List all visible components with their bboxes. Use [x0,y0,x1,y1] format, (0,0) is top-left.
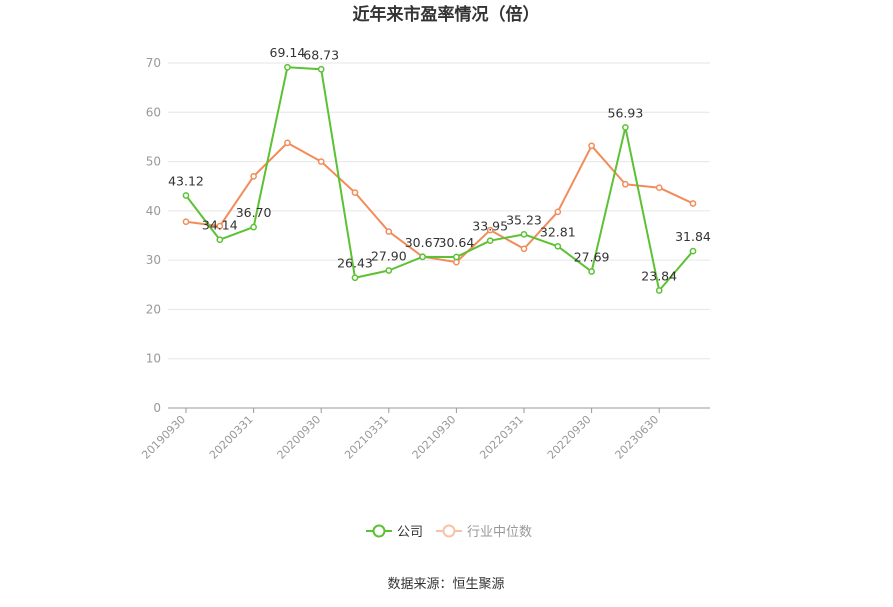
legend-marker [442,524,456,538]
data-point-0 [216,236,224,244]
y-tick-label: 20 [146,302,161,316]
data-label: 32.81 [540,224,576,239]
data-point-1 [317,158,325,165]
data-point-1 [655,184,663,192]
data-point-1 [216,222,224,230]
data-label: 56.93 [608,105,644,120]
legend-item-0[interactable]: 公司 [366,524,423,540]
x-tick-label: 20190930 [139,413,188,462]
data-point-0 [385,267,393,274]
series-line-1 [185,141,694,264]
data-label: 33.95 [472,219,508,234]
x-tick-label: 20220331 [477,413,526,462]
data-point-1 [622,180,629,188]
data-point-0 [250,223,257,231]
data-point-0 [182,192,190,199]
data-point-1 [351,189,359,196]
data-label: 30.64 [439,235,475,250]
x-tick-label: 20220930 [545,413,594,462]
y-tick-label: 0 [153,401,161,415]
data-label: 43.12 [168,173,204,188]
y-tick-label: 70 [146,56,161,70]
data-point-1 [284,139,291,147]
x-tick-label: 20210930 [410,413,459,462]
data-point-0 [520,231,528,238]
x-tick-label: 20230630 [613,413,662,462]
x-tick-label: 20200331 [207,413,256,462]
data-label: 27.90 [371,248,407,263]
data-point-1 [520,245,528,253]
data-point-0 [351,274,359,282]
data-point-0 [419,253,426,261]
data-point-0 [588,268,595,275]
data-point-0 [317,65,325,73]
legend-item-1[interactable]: 行业中位数 [436,524,532,540]
data-point-0 [486,237,494,245]
legend-label: 行业中位数 [467,525,532,540]
data-label: 23.84 [641,269,677,284]
data-label: 68.73 [303,47,339,62]
data-point-1 [588,142,595,150]
data-point-0 [453,253,460,261]
y-tick-label: 50 [146,155,161,169]
x-tick-label: 20200930 [275,413,324,462]
source-note: 数据来源：恒生聚源 [387,577,504,592]
data-point-1 [385,228,393,235]
data-point-1 [689,200,697,207]
series-line-0 [185,66,694,292]
y-tick-label: 10 [146,352,161,366]
data-label: 36.70 [236,205,272,220]
data-point-1 [250,173,257,180]
data-point-0 [655,287,663,294]
data-label: 26.43 [337,256,373,271]
y-tick-label: 30 [146,253,161,267]
data-label: 27.69 [574,250,610,265]
data-point-0 [284,63,291,71]
chart-title: 近年来市盈率情况（倍） [353,4,540,25]
data-label: 31.84 [675,229,711,244]
legend-marker [372,524,386,538]
data-point-1 [554,208,562,216]
data-point-1 [182,218,190,226]
data-point-0 [622,124,629,131]
data-point-0 [689,247,697,255]
y-tick-label: 60 [146,105,161,119]
legend: 公司 行业中位数 [366,524,532,540]
data-point-1 [486,226,494,234]
data-label: 30.67 [405,235,441,250]
x-tick-label: 20210331 [342,413,391,462]
legend-label: 公司 [397,525,423,540]
data-label: 35.23 [506,212,542,227]
y-tick-label: 40 [146,204,161,218]
data-label: 69.14 [270,45,306,60]
data-label: 34.14 [202,218,238,233]
series-lines [182,63,697,294]
data-point-0 [554,242,562,250]
